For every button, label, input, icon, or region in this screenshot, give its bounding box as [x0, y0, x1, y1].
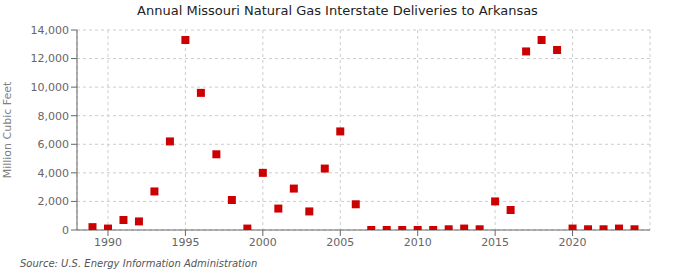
svg-text:10,000: 10,000 — [31, 81, 70, 94]
svg-text:12,000: 12,000 — [31, 52, 70, 65]
svg-text:8,000: 8,000 — [38, 110, 70, 123]
svg-text:2020: 2020 — [559, 236, 587, 249]
svg-text:0: 0 — [62, 224, 69, 237]
svg-text:6,000: 6,000 — [38, 138, 70, 151]
svg-text:2005: 2005 — [326, 236, 354, 249]
html-text:Annual Missouri Natural Gas In: Annual Missouri Natural Gas Interstate D… — [137, 3, 538, 18]
svg-text:1990: 1990 — [94, 236, 122, 249]
svg-text:1995: 1995 — [171, 236, 199, 249]
svg-text:2015: 2015 — [481, 236, 509, 249]
svg-text:Million Cubic Feet: Million Cubic Feet — [8, 81, 14, 178]
svg-text:2000: 2000 — [249, 236, 277, 249]
svg-text:14,000: 14,000 — [31, 24, 70, 37]
svg-text:2010: 2010 — [404, 236, 432, 249]
html-text:Source: U.S. Energy Informatio: Source: U.S. Energy Information Administ… — [20, 258, 258, 269]
svg-text:2,000: 2,000 — [38, 195, 70, 208]
svg-text:4,000: 4,000 — [38, 167, 70, 180]
